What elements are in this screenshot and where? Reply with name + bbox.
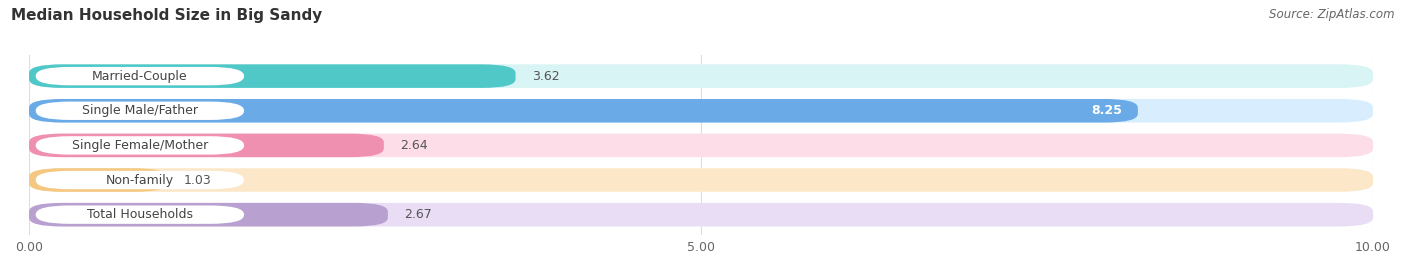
Text: 2.64: 2.64 bbox=[399, 139, 427, 152]
FancyBboxPatch shape bbox=[35, 206, 245, 224]
FancyBboxPatch shape bbox=[30, 134, 1374, 157]
Text: 1.03: 1.03 bbox=[184, 174, 211, 186]
FancyBboxPatch shape bbox=[30, 168, 167, 192]
Text: 8.25: 8.25 bbox=[1091, 104, 1122, 117]
Text: 2.67: 2.67 bbox=[404, 208, 432, 221]
Text: Single Female/Mother: Single Female/Mother bbox=[72, 139, 208, 152]
Text: Source: ZipAtlas.com: Source: ZipAtlas.com bbox=[1270, 8, 1395, 21]
FancyBboxPatch shape bbox=[30, 168, 1374, 192]
Text: 3.62: 3.62 bbox=[531, 70, 560, 83]
FancyBboxPatch shape bbox=[30, 99, 1374, 123]
FancyBboxPatch shape bbox=[35, 67, 245, 85]
FancyBboxPatch shape bbox=[30, 203, 1374, 226]
Text: Median Household Size in Big Sandy: Median Household Size in Big Sandy bbox=[11, 8, 322, 23]
FancyBboxPatch shape bbox=[35, 171, 245, 189]
FancyBboxPatch shape bbox=[35, 102, 245, 120]
Text: Single Male/Father: Single Male/Father bbox=[82, 104, 198, 117]
FancyBboxPatch shape bbox=[30, 99, 1137, 123]
FancyBboxPatch shape bbox=[30, 203, 388, 226]
FancyBboxPatch shape bbox=[30, 134, 384, 157]
FancyBboxPatch shape bbox=[30, 64, 1374, 88]
FancyBboxPatch shape bbox=[30, 64, 516, 88]
FancyBboxPatch shape bbox=[35, 136, 245, 155]
Text: Non-family: Non-family bbox=[105, 174, 174, 186]
Text: Total Households: Total Households bbox=[87, 208, 193, 221]
Text: Married-Couple: Married-Couple bbox=[91, 70, 187, 83]
